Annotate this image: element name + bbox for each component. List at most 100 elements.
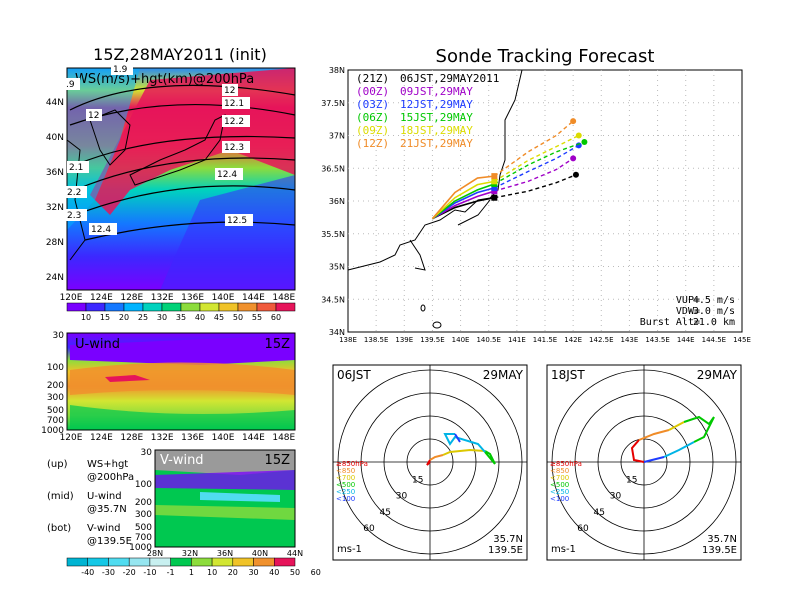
track-legend-text: 18JST,29MAY	[400, 124, 473, 137]
hodo-ring-label: 15	[626, 475, 637, 485]
legend-note-line1: U-wind	[87, 491, 122, 502]
hodo-trace	[442, 448, 486, 456]
track-lat-tick: 37N	[329, 132, 345, 141]
colorbar-swatch	[128, 557, 151, 567]
contour-label-bg	[64, 78, 80, 90]
colorbar-swatch	[218, 302, 239, 312]
contour-label-bg	[86, 109, 102, 121]
hodo-ring-label: 60	[363, 524, 375, 534]
burst-marker	[491, 194, 498, 201]
hodo-level-legend: <500	[550, 481, 569, 489]
hodograph-right: 18JST 29MAY 15 30 45 60 ≥850hPa<850<700<500<25…	[546, 364, 742, 561]
track-param-name: Burst Alt=	[640, 317, 700, 328]
v-y-tick: 500	[135, 523, 152, 533]
contour-label: 12.1	[224, 99, 244, 109]
track-legend-text: 12JST,29MAY	[400, 98, 473, 111]
u-wind-time: 15Z	[265, 337, 291, 352]
colorbar-label: 25	[138, 313, 148, 322]
colorbar-swatch	[108, 557, 130, 567]
track-param-value: -3.0 m/s	[687, 306, 735, 317]
track-lat-tick: 34.5N	[321, 295, 345, 304]
contour-label: 12.2	[224, 117, 244, 127]
contour-label: 2.2	[67, 188, 81, 198]
colorbar-swatch	[256, 302, 277, 312]
u-y-tick: 200	[47, 381, 64, 391]
u-y-tick: 1000	[41, 426, 64, 436]
contour-label: 12.5	[227, 216, 247, 226]
colorbar-label: -40	[81, 568, 94, 577]
track-line-solid	[432, 190, 495, 220]
hodo-date: 29MAY	[697, 368, 738, 382]
hodo-level-legend: <250	[336, 488, 355, 496]
colorbar-label: 60	[311, 568, 321, 577]
track-map: 38N 37.5N 37N 36.5N 36N 35.5N 35N 34.5N 34N 138E…	[321, 66, 751, 344]
contour-label: 12	[224, 86, 235, 96]
colorbar-swatch	[66, 557, 88, 567]
track-lon-tick: 142.5E	[589, 336, 613, 344]
lon-tick-label: 120E	[60, 293, 83, 303]
lat-tick-label: 44N	[46, 98, 64, 108]
colorbar-label: 40	[269, 568, 279, 577]
track-lon-tick: 138.5E	[364, 336, 388, 344]
landing-marker	[575, 132, 582, 139]
contour-label-bg	[65, 209, 87, 221]
top-map-label: WS(m/s)+hgt(km)@200hPa	[75, 72, 254, 87]
hodo-trace	[484, 450, 496, 465]
track-lon-tick: 141E	[508, 336, 526, 344]
contour-label: 2.3	[67, 211, 81, 221]
v-wind-x-ticks: 28N 32N 36N 40N 44N	[147, 549, 303, 558]
track-lat-ticks: 38N 37.5N 37N 36.5N 36N 35.5N 35N 34.5N 34N	[321, 66, 345, 337]
colorbar-label: 20	[228, 568, 238, 577]
hodo-trace	[454, 433, 461, 443]
hodo-ring-label: 30	[396, 492, 408, 502]
colorbar-label: 50	[233, 313, 243, 322]
hodo-level-legend: <100	[550, 495, 569, 503]
hodo-level-legend: <700	[336, 474, 355, 482]
track-lon-ticks: 138E 138.5E 139E 139.5E 140E 140.5E 141E 141.5E…	[339, 336, 751, 344]
colorbar-label: 45	[214, 313, 224, 322]
u-x-tick: 128E	[120, 433, 143, 443]
colorbar-swatch	[85, 302, 106, 312]
colorbar-swatch	[211, 557, 234, 567]
track-line-forecast	[494, 174, 577, 199]
track-lon-tick: 139.5E	[420, 336, 444, 344]
lat-tick-label: 24N	[46, 273, 64, 283]
legend-note-line1: WS+hgt	[87, 459, 128, 470]
colorbar-label: 15	[100, 313, 110, 322]
track-line-forecast	[493, 120, 574, 177]
legend-note-line1: V-wind	[87, 523, 121, 534]
track-lon-tick: 145E	[733, 336, 751, 344]
colorbar-swatch	[104, 302, 125, 312]
hodo-loc-lon: 139.5E	[702, 545, 737, 556]
track-lon-tick: 144.5E	[702, 336, 726, 344]
burst-marker	[491, 173, 498, 180]
track-lat-tick: 37.5N	[321, 99, 345, 108]
hodo-trace	[638, 429, 670, 441]
u-x-tick: 120E	[60, 433, 83, 443]
contour-label-bg	[65, 186, 87, 198]
lon-tick-label: 136E	[181, 293, 204, 303]
contour-label: 12	[88, 111, 99, 121]
lon-tick-label: 124E	[90, 293, 113, 303]
contour-label-bg	[89, 223, 117, 235]
colorbar-label: -10	[143, 568, 156, 577]
u-x-tick: 124E	[90, 433, 113, 443]
landing-marker	[572, 171, 579, 178]
v-y-tick: 700	[135, 533, 152, 543]
burst-marker	[491, 184, 498, 191]
colorbar-swatch	[142, 302, 163, 312]
lat-tick-label: 36N	[46, 168, 64, 178]
hodo-level-legend: <850	[550, 467, 569, 475]
burst-marker	[491, 178, 498, 185]
contour-label: 12.3	[224, 143, 244, 153]
v-y-tick: 300	[135, 510, 152, 520]
u-y-tick: 30	[53, 331, 65, 341]
colorbar-swatch	[66, 302, 87, 312]
hodo-time: 06JST	[337, 368, 371, 382]
u-wind-x-ticks: 120E 124E 128E 132E 136E 140E 144E 148E	[60, 433, 296, 443]
hodo-unit: ms-1	[551, 544, 576, 555]
v-wind-time: 15Z	[265, 453, 291, 468]
track-legend-code: (06Z)	[356, 111, 389, 124]
landing-marker	[570, 118, 577, 125]
